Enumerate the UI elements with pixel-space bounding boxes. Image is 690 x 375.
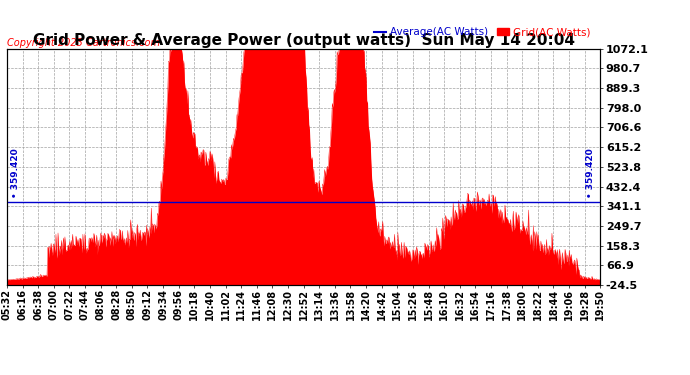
Title: Grid Power & Average Power (output watts)  Sun May 14 20:04: Grid Power & Average Power (output watts… <box>32 33 575 48</box>
Legend: Average(AC Watts), Grid(AC Watts): Average(AC Watts), Grid(AC Watts) <box>369 23 595 42</box>
Text: • 359.420: • 359.420 <box>586 148 595 198</box>
Text: • 359.420: • 359.420 <box>11 148 20 198</box>
Text: Copyright 2023 Cartronics.com: Copyright 2023 Cartronics.com <box>8 38 161 48</box>
